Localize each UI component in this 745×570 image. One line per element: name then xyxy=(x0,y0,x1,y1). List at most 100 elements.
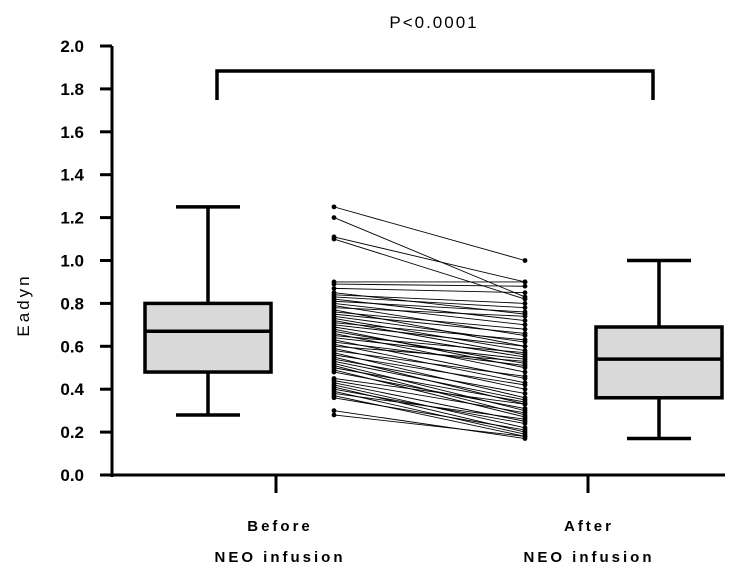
paired-line xyxy=(333,410,526,439)
before-point xyxy=(331,215,337,221)
after-point xyxy=(522,391,528,396)
after-point xyxy=(522,318,528,323)
after-point xyxy=(522,382,528,388)
y-tick-label: 1.0 xyxy=(60,252,84,271)
paired-line xyxy=(333,360,526,401)
paired-line xyxy=(333,324,526,347)
paired-line xyxy=(333,332,526,373)
paired-line xyxy=(333,315,526,343)
paired-line xyxy=(333,296,526,309)
before-point xyxy=(331,285,337,291)
y-tick-label: 2.0 xyxy=(60,37,84,56)
after-point xyxy=(522,313,528,319)
after-point xyxy=(522,427,528,433)
paired-line xyxy=(333,335,526,354)
paired-line xyxy=(333,206,526,261)
y-tick-label: 1.8 xyxy=(60,80,84,99)
paired-line xyxy=(333,380,526,414)
paired-line xyxy=(333,322,526,341)
significance-label: P<0.0001 xyxy=(389,13,478,32)
box-plots-group xyxy=(143,205,724,441)
paired-line xyxy=(333,287,526,294)
x-category-after-line2: NEO infusion xyxy=(524,549,655,566)
paired-line xyxy=(333,350,526,377)
paired-line xyxy=(333,358,526,394)
after-point xyxy=(522,401,528,407)
iqr-box xyxy=(594,325,724,400)
before-point xyxy=(331,204,337,210)
after-point xyxy=(522,331,528,336)
after-point xyxy=(522,326,528,332)
paired-line xyxy=(333,320,526,356)
after-point xyxy=(522,305,528,311)
y-tick-label: 0.2 xyxy=(60,423,84,442)
before-point xyxy=(331,281,337,287)
after-point xyxy=(522,358,528,364)
y-tick-label: 0.8 xyxy=(60,294,84,313)
after-point xyxy=(522,343,528,349)
paired-line xyxy=(333,313,526,334)
y-axis-label: Eadyn xyxy=(14,273,33,336)
y-tick-label: 0.0 xyxy=(60,466,84,485)
after-point xyxy=(522,301,528,306)
paired-line xyxy=(333,300,526,313)
box-before xyxy=(143,205,273,417)
after-point xyxy=(522,369,528,375)
paired-line xyxy=(333,311,526,330)
before-point xyxy=(331,369,337,375)
significance-bracket xyxy=(215,69,655,100)
paired-lines-group xyxy=(331,204,528,441)
paired-line xyxy=(333,345,526,362)
after-point xyxy=(522,363,528,369)
paired-line xyxy=(333,378,526,405)
after-point xyxy=(522,373,528,379)
y-tick-label: 1.2 xyxy=(60,209,84,228)
paired-line xyxy=(333,217,526,298)
paired-line xyxy=(333,326,526,358)
paired-line xyxy=(333,397,526,431)
paired-line xyxy=(333,317,526,352)
paired-line xyxy=(333,294,526,304)
after-point xyxy=(522,421,528,426)
paired-line xyxy=(333,354,526,386)
x-category-before-line1: Before xyxy=(247,518,313,535)
paired-line xyxy=(333,283,526,287)
paired-line xyxy=(333,307,526,317)
paired-line xyxy=(333,390,526,435)
paired-line xyxy=(333,236,526,283)
after-point xyxy=(522,386,528,392)
after-point xyxy=(522,410,528,416)
box-after xyxy=(594,258,724,441)
after-point xyxy=(522,350,528,356)
after-point xyxy=(522,337,528,343)
after-point xyxy=(522,296,528,302)
paired-line xyxy=(333,309,526,347)
paired-line xyxy=(333,302,526,326)
paired-line xyxy=(333,337,526,360)
before-point xyxy=(331,408,337,414)
paired-line xyxy=(333,393,526,420)
y-tick-label: 0.4 xyxy=(60,380,84,399)
paired-line xyxy=(333,330,526,364)
before-point xyxy=(331,395,337,401)
paired-line xyxy=(333,238,526,300)
after-point xyxy=(522,406,528,411)
x-category-after-line1: After xyxy=(564,518,614,535)
x-category-before-line2: NEO infusion xyxy=(215,549,346,566)
y-tick-label: 1.4 xyxy=(60,166,84,185)
after-point xyxy=(522,283,528,289)
paired-line xyxy=(333,367,526,403)
after-point xyxy=(522,290,528,296)
after-point xyxy=(522,309,528,315)
before-point xyxy=(331,236,337,242)
after-point xyxy=(522,416,528,422)
after-point xyxy=(522,258,528,263)
iqr-box xyxy=(143,301,273,374)
after-point xyxy=(522,279,528,285)
paired-line xyxy=(333,371,526,409)
after-point xyxy=(522,433,528,439)
paired-line xyxy=(333,414,526,437)
before-point xyxy=(331,412,337,418)
y-axis-ticks: 0.0 0.2 0.4 0.6 0.8 1.0 1.2 1.4 1.6 1.8 2.0 xyxy=(60,37,112,485)
